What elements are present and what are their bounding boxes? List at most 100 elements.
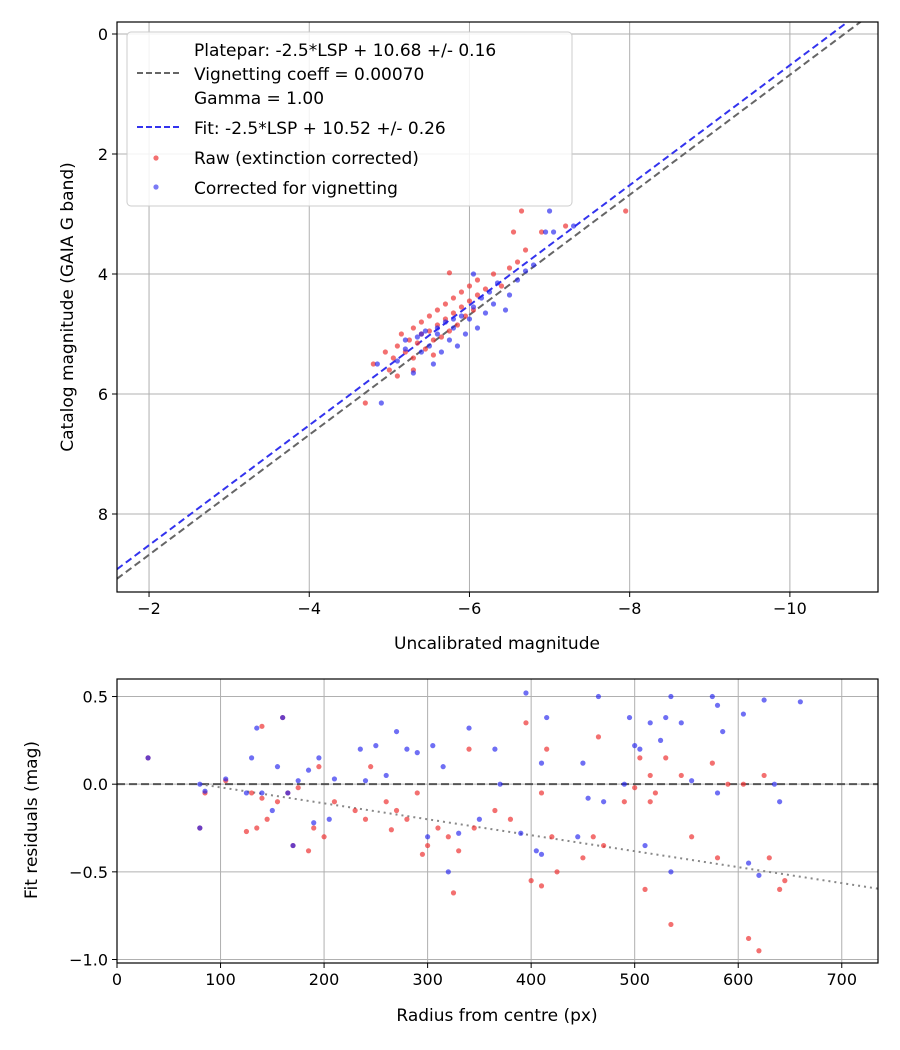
raw-data-point xyxy=(725,781,731,787)
y-tick-label: 0 xyxy=(98,25,108,44)
corrected-data-point xyxy=(425,834,431,840)
raw-data-point xyxy=(295,785,301,791)
corrected-data-point xyxy=(430,743,436,749)
corrected-data-point xyxy=(466,725,472,731)
x-tick-label: 100 xyxy=(205,970,236,989)
raw-data-point xyxy=(668,921,674,928)
corrected-data-point xyxy=(445,869,451,875)
raw-data-point xyxy=(259,795,265,801)
raw-data-point xyxy=(393,807,400,814)
top-plot-frame xyxy=(116,21,879,593)
corrected-data-point xyxy=(632,743,638,749)
x-tick-label: −4 xyxy=(297,599,321,618)
corrected-data-point xyxy=(478,295,485,301)
corrected-data-point xyxy=(197,781,203,787)
raw-data-point xyxy=(518,208,525,214)
legend-platepar-label: Platepar: -2.5*LSP + 10.68 +/- 0.16 xyxy=(194,41,496,61)
corrected-data-point xyxy=(502,307,509,313)
raw-data-point xyxy=(490,271,497,277)
corrected-data-point xyxy=(442,319,449,325)
raw-data-point xyxy=(474,292,481,298)
raw-data-point xyxy=(678,772,684,779)
corrected-data-point xyxy=(462,331,469,337)
legend-blue-dot-marker xyxy=(153,184,159,190)
raw-data-point xyxy=(538,229,545,235)
raw-data-point xyxy=(637,755,643,761)
corrected-data-point xyxy=(518,830,524,836)
raw-data-point xyxy=(305,848,312,854)
corrected-data-point xyxy=(243,790,250,796)
raw-data-point xyxy=(406,337,412,343)
corrected-data-point xyxy=(410,370,416,376)
raw-data-point xyxy=(554,869,560,875)
corrected-data-point xyxy=(418,331,424,337)
corrected-data-point xyxy=(740,711,747,717)
raw-data-point xyxy=(419,851,426,857)
corrected-data-point xyxy=(621,781,627,787)
corrected-data-point xyxy=(331,776,338,782)
corrected-data-point xyxy=(145,755,151,761)
raw-data-point xyxy=(458,304,465,310)
raw-data-point xyxy=(466,746,472,752)
corrected-data-point xyxy=(254,725,260,731)
corrected-data-point xyxy=(506,292,513,298)
raw-data-point xyxy=(435,825,441,831)
corrected-data-point xyxy=(269,807,275,814)
raw-data-point xyxy=(777,886,783,892)
raw-data-point xyxy=(362,400,368,406)
corrected-data-point xyxy=(285,790,291,796)
x-tick-label: 0 xyxy=(112,970,122,989)
corrected-data-point xyxy=(657,737,664,743)
raw-data-point xyxy=(506,265,513,271)
raw-data-point xyxy=(259,723,265,729)
corrected-data-point xyxy=(777,799,783,805)
y-tick-label: −1.0 xyxy=(69,950,108,969)
raw-data-point xyxy=(414,340,420,346)
raw-data-point xyxy=(714,855,721,861)
corrected-data-point xyxy=(197,825,203,831)
corrected-data-point xyxy=(378,400,384,406)
corrected-data-point xyxy=(668,693,674,700)
corrected-data-point xyxy=(394,358,400,364)
raw-data-point xyxy=(446,328,453,334)
corrected-data-point xyxy=(274,764,281,770)
raw-data-point xyxy=(595,734,602,740)
corrected-data-point xyxy=(466,316,473,322)
corrected-data-point xyxy=(454,343,461,349)
x-tick-label: 600 xyxy=(723,970,754,989)
fit-line-platepar xyxy=(117,22,863,580)
top-x-axis-label: Uncalibrated magnitude xyxy=(394,634,600,654)
corrected-data-point xyxy=(414,750,420,756)
raw-data-point xyxy=(474,277,481,283)
x-tick-label: −2 xyxy=(137,599,161,618)
corrected-data-point xyxy=(422,328,429,334)
corrected-data-point xyxy=(450,325,457,331)
corrected-data-point xyxy=(373,743,379,749)
raw-data-point xyxy=(562,223,569,229)
corrected-data-point xyxy=(426,343,433,349)
corrected-data-point xyxy=(311,820,317,826)
raw-data-point xyxy=(422,346,429,352)
raw-data-point xyxy=(446,270,453,276)
raw-data-point xyxy=(438,334,445,340)
corrected-data-point xyxy=(494,280,501,286)
corrected-data-point xyxy=(522,268,529,274)
raw-data-point xyxy=(761,772,767,779)
corrected-data-point xyxy=(709,693,715,700)
corrected-data-point xyxy=(404,746,410,752)
raw-data-point xyxy=(352,807,358,814)
bottom-scatter-points xyxy=(145,690,803,954)
raw-data-point xyxy=(621,799,627,805)
corrected-data-point xyxy=(530,262,537,268)
y-tick-label: 0.5 xyxy=(83,688,108,707)
corrected-data-point xyxy=(546,208,553,214)
raw-data-point xyxy=(458,289,465,295)
corrected-data-point xyxy=(714,790,721,796)
raw-data-point xyxy=(274,799,281,805)
corrected-data-point xyxy=(393,728,400,735)
corrected-data-point xyxy=(446,337,453,343)
raw-data-point xyxy=(321,834,327,840)
x-tick-label: 400 xyxy=(516,970,547,989)
raw-data-point xyxy=(410,355,416,361)
